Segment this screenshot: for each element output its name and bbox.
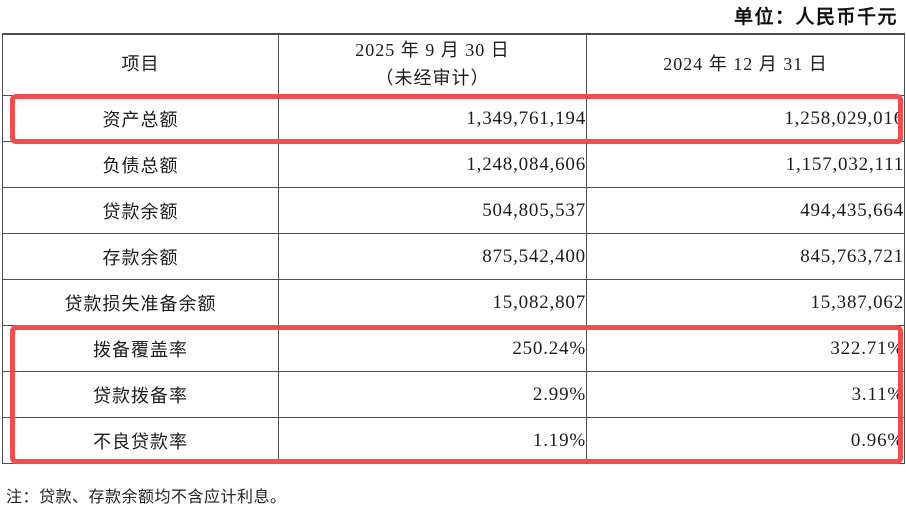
row-label-cell: 贷款损失准备余额: [2, 279, 279, 326]
value-2024-cell: 1,157,032,111: [586, 141, 905, 188]
value-2024-cell: 15,387,062: [586, 279, 905, 326]
row-label-cell: 负债总额: [2, 141, 279, 188]
table-row: 存款余额 875,542,400 845,763,721: [2, 233, 905, 280]
value-2024-cell: 1,258,029,016: [586, 95, 905, 142]
header-2025-date: 2025 年 9 月 30 日: [355, 40, 510, 61]
table-row: 不良贷款率 1.19% 0.96%: [2, 417, 905, 464]
table-row: 拨备覆盖率 250.24% 322.71%: [2, 325, 905, 372]
row-label-cell: 贷款拨备率: [2, 371, 279, 418]
header-2025-unaudited: （未经审计）: [375, 68, 490, 88]
row-label-cell: 存款余额: [2, 233, 279, 280]
header-2025: 2025 年 9 月 30 日 （未经审计）: [278, 33, 587, 96]
value-2025-cell: 1.19%: [278, 417, 587, 464]
value-2024-cell: 0.96%: [586, 417, 905, 464]
table-row: 贷款拨备率 2.99% 3.11%: [2, 371, 905, 418]
unit-label: 单位：人民币千元: [733, 6, 898, 28]
value-2024-cell: 322.71%: [586, 325, 905, 372]
header-item: 项目: [2, 33, 279, 96]
value-2025-cell: 250.24%: [278, 325, 587, 372]
table-row: 贷款损失准备余额 15,082,807 15,387,062: [2, 279, 905, 326]
value-2025-cell: 875,542,400: [278, 233, 587, 280]
row-label-cell: 拨备覆盖率: [2, 325, 279, 372]
value-2024-cell: 845,763,721: [586, 233, 905, 280]
financial-table-container: 项目 2025 年 9 月 30 日 （未经审计） 2024 年 12 月 31…: [2, 33, 905, 464]
value-2025-cell: 1,349,761,194: [278, 95, 587, 142]
table-row: 资产总额 1,349,761,194 1,258,029,016: [2, 95, 905, 142]
footnote: 注：贷款、存款余额均不含应计利息。: [6, 489, 287, 506]
value-2025-cell: 1,248,084,606: [278, 141, 587, 188]
table-row: 贷款余额 504,805,537 494,435,664: [2, 187, 905, 234]
header-row: 项目 2025 年 9 月 30 日 （未经审计） 2024 年 12 月 31…: [2, 33, 905, 96]
value-2025-cell: 2.99%: [278, 371, 587, 418]
value-2025-cell: 504,805,537: [278, 187, 587, 234]
table-row: 负债总额 1,248,084,606 1,157,032,111: [2, 141, 905, 188]
value-2024-cell: 494,435,664: [586, 187, 905, 234]
row-label-cell: 资产总额: [2, 95, 279, 142]
header-2024: 2024 年 12 月 31 日: [586, 33, 905, 96]
value-2025-cell: 15,082,807: [278, 279, 587, 326]
financial-table: 项目 2025 年 9 月 30 日 （未经审计） 2024 年 12 月 31…: [2, 33, 905, 464]
row-label-cell: 不良贷款率: [2, 417, 279, 464]
row-label-cell: 贷款余额: [2, 187, 279, 234]
value-2024-cell: 3.11%: [586, 371, 905, 418]
